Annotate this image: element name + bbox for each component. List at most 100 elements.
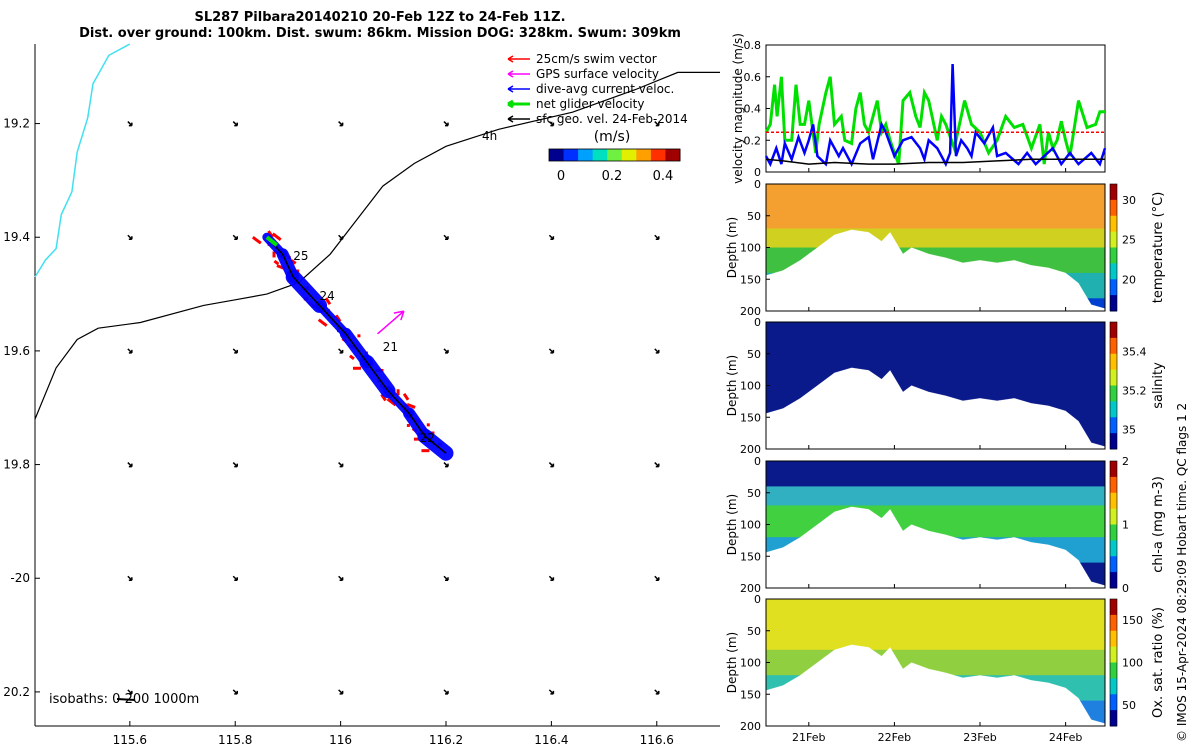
heatmap-band [766,599,1105,651]
legend-label: dive-avg current veloc. [536,82,674,96]
sfc-geo-velocity-arrow [443,575,449,581]
sfc-geo-velocity-arrow [232,462,238,468]
isobath-scale-line [116,698,136,701]
sfc-geo-velocity-arrow [127,234,133,240]
panel-colorbar-frame [1109,183,1118,312]
title-line-1: SL287 Pilbara20140210 20-Feb 12Z to 24-F… [194,10,566,25]
swim-vector-arrow [406,403,416,409]
date-tick-label: 21Feb [792,731,825,744]
velocity-series-sfc [765,158,1105,165]
depth-tick-label: 50 [747,487,761,500]
legend-scale-label: 4h [482,129,497,143]
velocity-y-axis-label: velocity magnitude (m/s) [731,33,745,184]
depth-tick-label: 150 [740,688,761,701]
map-y-tick-label: -20 [10,571,30,585]
title-line-2: Dist. over ground: 100km. Dist. swum: 86… [79,26,681,41]
heatmap-band [766,184,1105,230]
panel-colorbar-swatch [1110,337,1117,355]
depth-tick-label: 150 [740,411,761,424]
panel-colorbar-swatch [1110,401,1117,418]
panel-colorbar-tick-label: 35.2 [1122,384,1147,397]
colorbar-swatch [665,149,681,161]
panel-colorbar-tick-label: 50 [1122,699,1136,712]
map-x-tick-label: 116.4 [534,733,568,747]
panel-colorbar-swatch [1110,599,1117,616]
depth-tick-label: 150 [740,273,761,286]
velocity-series-net [764,76,1105,165]
legend-label: GPS surface velocity [536,67,659,81]
sfc-geo-velocity-arrow [548,348,555,354]
sfc-geo-velocity-arrow [654,689,660,695]
panel-colorbar-swatch [1110,385,1117,402]
legend-line [507,115,530,123]
colorbar-swatch [621,149,637,161]
colorbar-tick-label: 0.4 [653,169,674,184]
panel-colorbar-swatch [1110,461,1117,478]
panel-colorbar-swatch [1110,417,1117,434]
legend-label: net glider velocity [536,97,644,111]
depth-tick-label: 200 [740,720,761,733]
panel-colorbar-frame [1109,598,1118,727]
sfc-geo-velocity-arrow [232,121,238,127]
date-tick-label: 22Feb [878,731,911,744]
swim-vector-arrow [386,397,397,407]
colorbar-tick-label: 0.2 [602,169,623,184]
panel-colorbar-swatch [1110,630,1117,648]
panel-colorbar-label: salinity [1151,362,1166,409]
colorbar-swatch [607,149,623,161]
map-y-tick-label: 19.8 [3,458,30,472]
depth-tick-label: 100 [740,657,761,670]
depth-axis-label: Depth (m) [725,494,739,555]
map-y-tick-label: 20.2 [3,685,30,699]
legend-line [507,55,530,63]
map-x-tick-label: 116 [329,733,352,747]
sfc-geo-velocity-arrow [548,121,555,127]
isobath-200m [34,71,720,420]
panel-colorbar-swatch [1110,433,1117,450]
sfc-geo-velocity-arrow [127,689,133,695]
depth-axis-label: Depth (m) [725,217,739,278]
panel-colorbar-tick-label: 100 [1122,657,1143,670]
panel-colorbar-tick-label: 20 [1122,273,1136,286]
panel-colorbar-swatch [1110,247,1117,264]
sfc-geo-velocity-arrow [654,234,660,240]
panel-colorbar-swatch [1110,710,1117,727]
map-y-tick-label: 19.4 [3,230,30,244]
panel-colorbar-swatch [1110,263,1117,280]
velocity-y-tick-label: 0.6 [744,71,762,84]
sfc-geo-velocity-arrow [443,121,449,127]
panel-colorbar-tick-label: 1 [1122,519,1129,532]
swim-vector-arrow [317,318,328,327]
panel-colorbar-tick-label: 0 [1122,582,1129,595]
panel-colorbar-swatch [1110,476,1117,494]
velocity-y-tick-label: 0.8 [744,39,762,52]
day-label: 21 [383,340,398,354]
panel-colorbar-swatch [1110,295,1117,312]
sfc-geo-velocity-arrow [127,575,133,581]
sfc-geo-velocity-arrow [232,575,238,581]
depth-tick-label: 100 [740,519,761,532]
colorbar-tick-label: 0 [557,169,565,184]
depth-tick-label: 200 [740,305,761,318]
panel-colorbar-swatch [1110,322,1117,339]
panel-colorbar-swatch [1110,662,1117,679]
sfc-geo-velocity-arrow [127,462,133,468]
colorbar-swatch [636,149,652,161]
panel-colorbar-swatch [1110,646,1117,663]
day-label: 24 [320,289,335,303]
map-x-tick-label: 115.6 [113,733,147,747]
sfc-geo-velocity-arrow [338,462,344,468]
panel-colorbar-frame [1109,460,1118,589]
panel-colorbar-swatch [1110,199,1117,217]
panel-colorbar-swatch [1110,353,1117,371]
depth-tick-label: 0 [754,178,761,191]
swim-vector-arrow [324,297,332,306]
colorbar-label: (m/s) [594,129,631,145]
sfc-geo-velocity-arrow [443,234,449,240]
sfc-geo-velocity-arrow [338,348,344,354]
swim-vector-arrow [349,354,355,360]
sfc-geo-velocity-arrow [338,575,344,581]
sfc-geo-velocity-arrow [232,348,238,354]
colorbar-swatch [563,149,579,161]
depth-tick-label: 0 [754,316,761,329]
